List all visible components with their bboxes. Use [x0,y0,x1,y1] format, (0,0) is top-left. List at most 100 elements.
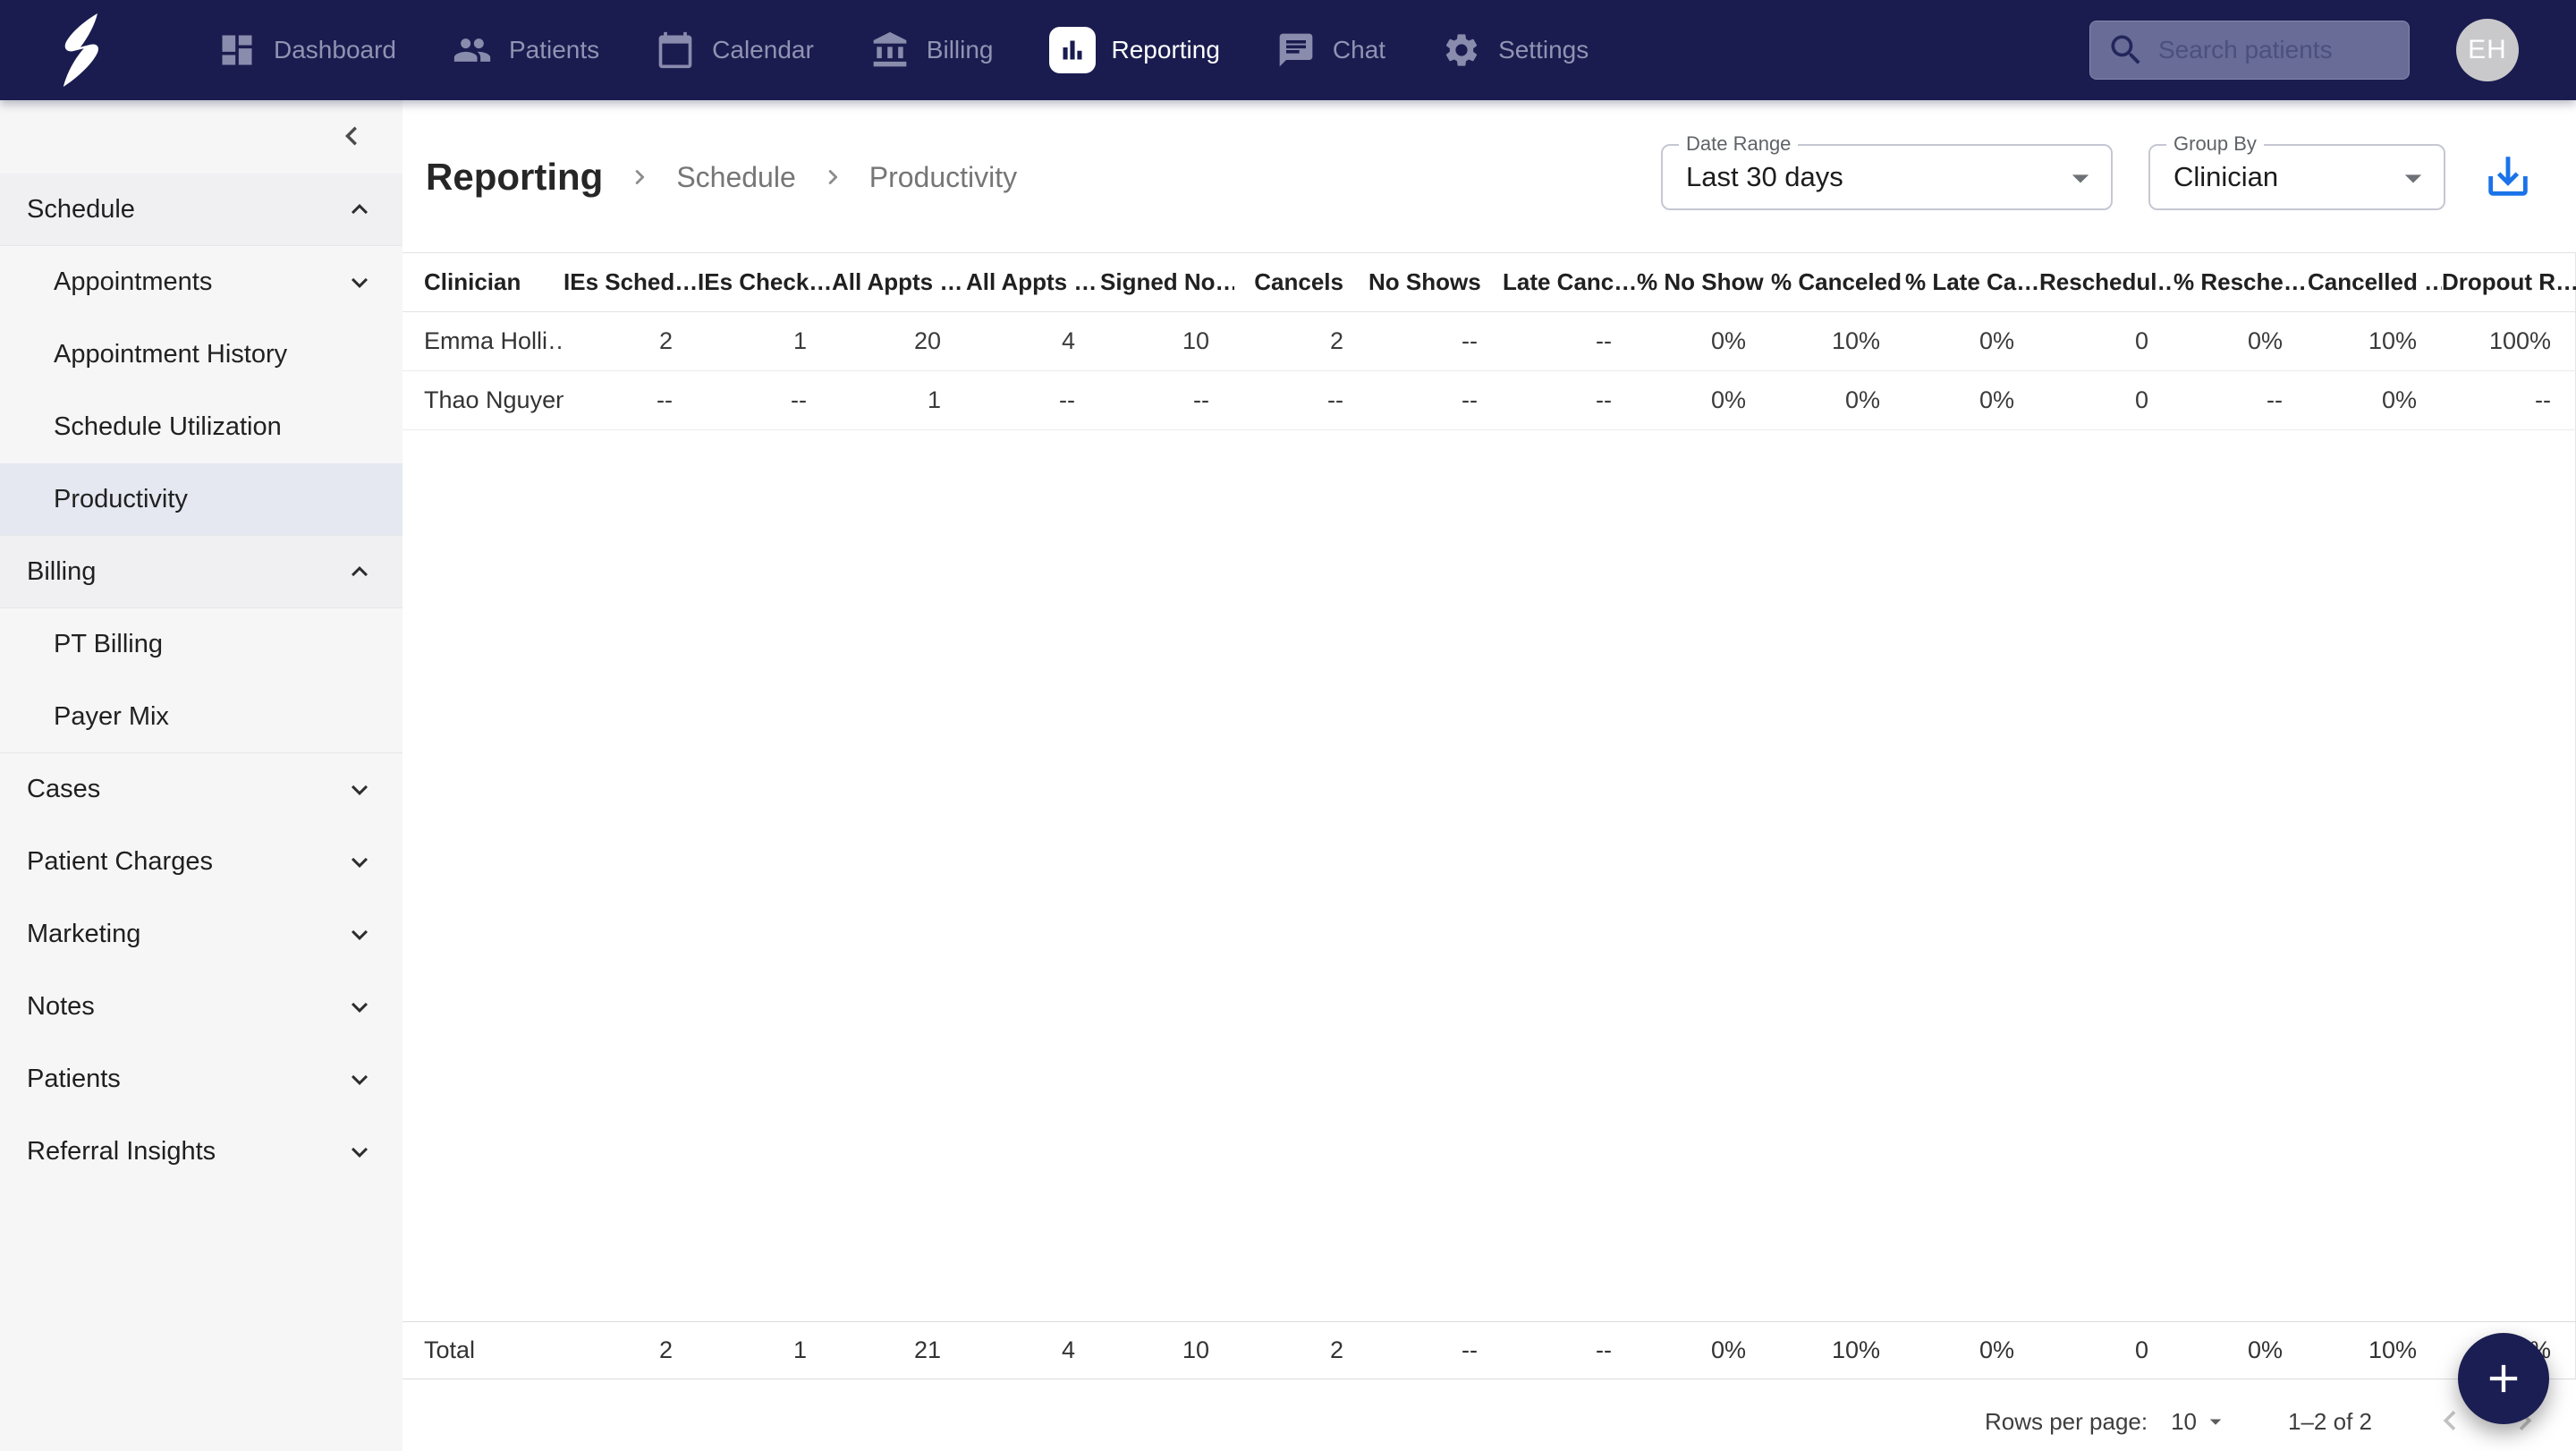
table-cell: -- [2442,370,2576,430]
chevron-down-icon [343,919,376,951]
breadcrumb-productivity: Productivity [869,160,1018,193]
search-input[interactable] [2146,36,2393,64]
settings-icon [1441,30,1482,71]
column-header-resche[interactable]: % Resche… [2174,252,2308,312]
total-cell: 0% [1637,1321,1771,1379]
total-cell: 4 [966,1321,1100,1379]
nav-item-label: Reporting [1111,36,1220,64]
total-cell: 10% [2308,1321,2442,1379]
sidebar-item-payer-mix[interactable]: Payer Mix [0,681,402,753]
column-header-signed-no[interactable]: Signed No… [1100,252,1234,312]
nav-item-label: Dashboard [274,36,396,64]
table-cell: -- [966,370,1100,430]
column-header-late-ca[interactable]: % Late Ca… [1905,252,2039,312]
sidebar-item-billing[interactable]: Billing [0,536,402,608]
sidebar-item-label: Patients [27,1065,121,1093]
nav-item-patients[interactable]: Patients [452,30,599,71]
nav-item-chat[interactable]: Chat [1275,30,1385,71]
table-cell: 0 [2039,311,2174,371]
column-header-no-show[interactable]: % No Show [1637,252,1771,312]
column-header-ies-check[interactable]: IEs Check… [698,252,832,312]
pagination-range: 1–2 of 2 [2288,1407,2372,1435]
table-cell: 20 [832,311,966,371]
nav-item-dashboard[interactable]: Dashboard [216,30,396,71]
column-header-all-appts[interactable]: All Appts … [966,252,1100,312]
top-nav: Dashboard Patients Calendar Billing Reportin… [0,0,2576,100]
search-icon [2106,30,2146,70]
sidebar-item-appointments[interactable]: Appointments [0,246,402,318]
patients-icon [452,30,493,71]
rows-per-page-label: Rows per page: [1984,1407,2148,1435]
chevron-left-icon [2443,1411,2456,1430]
column-header-cancels[interactable]: Cancels [1234,252,1368,312]
total-cell: 2 [564,1321,698,1379]
column-header-reschedul[interactable]: Reschedul… [2039,252,2174,312]
group-by-value: Clinician [2174,161,2279,192]
nav-item-calendar[interactable]: Calendar [655,30,814,71]
total-cell: 1 [698,1321,832,1379]
chevron-up-icon [343,193,376,225]
column-header-canceled[interactable]: % Canceled [1771,252,1905,312]
reporting-icon [1048,27,1096,73]
add-fab-button[interactable] [2458,1333,2549,1424]
nav-item-reporting[interactable]: Reporting [1048,27,1220,73]
nav-item-billing[interactable]: Billing [869,30,994,71]
chevron-down-icon [343,1136,376,1168]
table-cell: -- [1368,370,1503,430]
sidebar-item-referral-insights[interactable]: Referral Insights [0,1116,402,1188]
search-box[interactable] [2089,21,2410,80]
column-header-late-canc[interactable]: Late Canc… [1503,252,1637,312]
rows-per-page-select[interactable]: 10 [2171,1408,2229,1436]
sidebar-item-label: Productivity [54,484,188,513]
sidebar-item-cases[interactable]: Cases [0,753,402,826]
sidebar-item-label: Notes [27,992,95,1021]
sidebar-item-label: Appointment History [54,340,288,369]
sidebar-item-schedule[interactable]: Schedule [0,174,402,246]
table-cell: 10% [1771,311,1905,371]
table-cell: -- [564,370,698,430]
column-header-all-appts[interactable]: All Appts … [832,252,966,312]
column-header-clinician[interactable]: Clinician [402,252,564,312]
chevron-down-icon [343,846,376,878]
total-cell: 10 [1100,1321,1234,1379]
sidebar-item-pt-billing[interactable]: PT Billing [0,608,402,681]
nav-item-settings[interactable]: Settings [1441,30,1589,71]
sidebar-item-productivity[interactable]: Productivity [0,463,402,536]
sidebar-item-schedule-utilization[interactable]: Schedule Utilization [0,391,402,463]
chevron-left-icon [345,126,357,145]
nav-item-label: Chat [1332,36,1386,64]
sidebar-item-marketing[interactable]: Marketing [0,898,402,971]
header-controls: Date Range Last 30 days Group By Clinici… [1661,132,2535,210]
sidebar-collapse-button[interactable] [331,116,372,157]
column-header-dropout-r[interactable]: Dropout R… [2442,252,2576,312]
sidebar-item-notes[interactable]: Notes [0,971,402,1043]
table-cell: -- [1503,370,1637,430]
column-header-no-shows[interactable]: No Shows [1368,252,1503,312]
dropdown-arrow-icon [2202,1408,2229,1435]
total-cell: -- [1368,1321,1503,1379]
download-button[interactable] [2481,150,2535,204]
nav-item-label: Patients [508,36,600,64]
group-by-select[interactable]: Group By Clinician [2148,132,2445,210]
total-cell: 10% [1771,1321,1905,1379]
dropdown-arrow-icon [2061,158,2100,198]
column-header-cancelled[interactable]: Cancelled … [2308,252,2442,312]
sidebar-item-patient-charges[interactable]: Patient Charges [0,826,402,898]
clinician-cell: Emma Holli… [402,311,564,371]
report-table-area: Clinician IEs Sched… IEs Check… All Appts …… [402,252,2576,1379]
nav-item-label: Settings [1498,36,1589,64]
sidebar-item-appointment-history[interactable]: Appointment History [0,318,402,391]
pagination-prev-button[interactable] [2429,1401,2470,1442]
breadcrumb-schedule[interactable]: Schedule [676,160,796,193]
column-header-ies-sched[interactable]: IEs Sched… [564,252,698,312]
total-cell: 21 [832,1321,966,1379]
date-range-select[interactable]: Date Range Last 30 days [1661,132,2113,210]
table-row[interactable]: Thao Nguyen -- -- 1 -- -- -- -- -- 0% 0% 0% 0 -- 0% -- [402,370,2576,430]
nav-item-label: Billing [926,36,994,64]
app-logo[interactable] [47,10,111,90]
table-cell: 2 [564,311,698,371]
sidebar-item-patients[interactable]: Patients [0,1043,402,1116]
avatar[interactable]: EH [2456,19,2519,81]
table-row[interactable]: Emma Holli… 2 1 20 4 10 2 -- -- 0% 10% 0% 0 0% 10% 100% [402,311,2576,371]
